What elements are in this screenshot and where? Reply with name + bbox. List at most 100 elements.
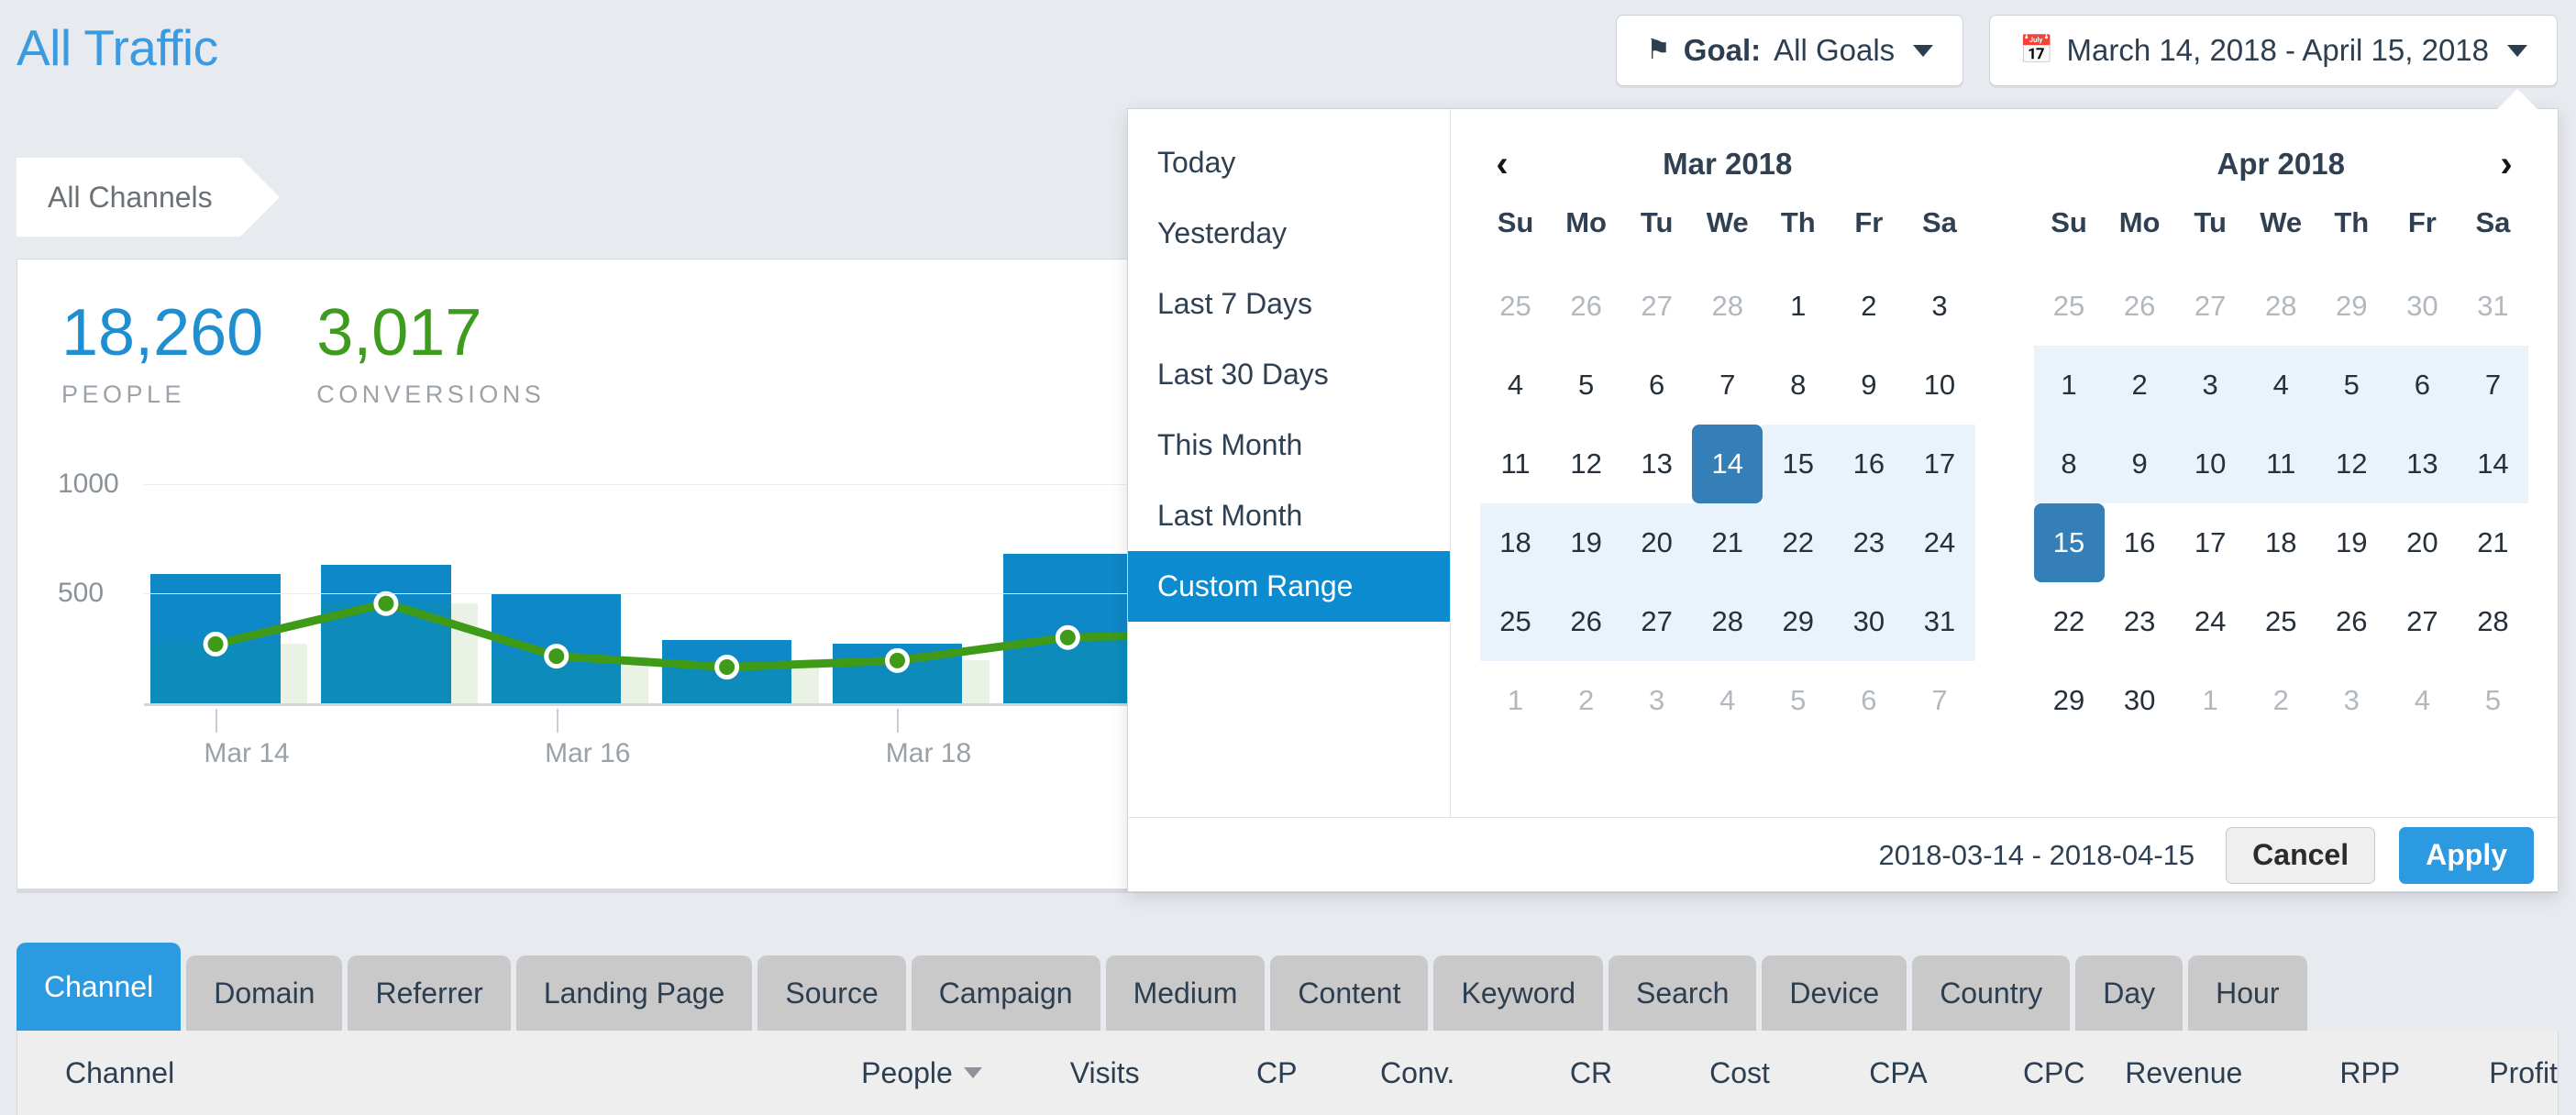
calendar-day-cell[interactable]: 15 (2033, 503, 2105, 582)
calendar-day-cell[interactable]: 3 (2174, 346, 2246, 425)
preset-range-this-month[interactable]: This Month (1157, 428, 1303, 461)
tab-search[interactable]: Search (1608, 955, 1757, 1031)
goal-filter-button[interactable]: ⚑ Goal: All Goals (1615, 15, 1964, 86)
calendar-day-cell[interactable]: 25 (2264, 605, 2297, 637)
calendar-day-cell[interactable]: 28 (2264, 290, 2297, 322)
calendar-day-cell[interactable]: 26 (1570, 290, 1602, 322)
calendar-day-cell[interactable]: 25 (1499, 290, 1531, 322)
tab-device[interactable]: Device (1762, 955, 1907, 1031)
calendar-day-cell[interactable]: 1 (1790, 290, 1807, 322)
calendar-day-cell[interactable]: 31 (2477, 290, 2509, 322)
chart-data-point[interactable] (884, 647, 910, 673)
calendar-day-cell[interactable]: 10 (1923, 369, 1956, 401)
tab-country[interactable]: Country (1912, 955, 2071, 1031)
calendar-day-cell[interactable]: 8 (1790, 369, 1807, 401)
calendar-day-cell[interactable]: 26 (1551, 582, 1622, 661)
calendar-day-cell[interactable]: 30 (2123, 684, 2156, 716)
calendar-day-cell[interactable]: 14 (1692, 425, 1763, 503)
calendar-day-cell[interactable]: 16 (2123, 526, 2156, 558)
calendar-day-cell[interactable]: 29 (1763, 582, 1834, 661)
chart-data-point[interactable] (203, 631, 228, 657)
calendar-day-cell[interactable]: 18 (2264, 526, 2297, 558)
calendar-day-cell[interactable]: 29 (2052, 684, 2085, 716)
tab-campaign[interactable]: Campaign (911, 955, 1100, 1031)
breadcrumb[interactable]: All Channels (17, 158, 280, 237)
calendar-day-cell[interactable]: 1 (1507, 684, 1524, 716)
calendar-day-cell[interactable]: 19 (2336, 526, 2368, 558)
calendar-day-cell[interactable]: 22 (2052, 605, 2085, 637)
calendar-day-cell[interactable]: 21 (2477, 526, 2509, 558)
chart-bar-slot[interactable] (144, 451, 315, 703)
chart-data-point[interactable] (544, 644, 569, 669)
calendar-day-cell[interactable]: 5 (2316, 346, 2387, 425)
column-header-profit[interactable]: Profit (2400, 1056, 2558, 1090)
tab-hour[interactable]: Hour (2188, 955, 2307, 1031)
calendar-day-cell[interactable]: 23 (1833, 503, 1905, 582)
calendar-day-cell[interactable]: 17 (2194, 526, 2227, 558)
cancel-button[interactable]: Cancel (2226, 826, 2376, 884)
calendar-day-cell[interactable]: 23 (2123, 605, 2156, 637)
calendar-day-cell[interactable]: 2 (2272, 684, 2289, 716)
preset-range-last-month[interactable]: Last Month (1157, 499, 1303, 532)
apply-button[interactable]: Apply (2399, 826, 2534, 884)
calendar-day-cell[interactable]: 7 (1931, 684, 1948, 716)
calendar-day-cell[interactable]: 12 (1570, 447, 1602, 480)
calendar-day-cell[interactable]: 28 (1711, 290, 1743, 322)
calendar-day-cell[interactable]: 20 (1621, 503, 1693, 582)
calendar-day-cell[interactable]: 24 (1904, 503, 1975, 582)
calendar-day-cell[interactable]: 11 (2245, 425, 2316, 503)
preset-range-last-30-days[interactable]: Last 30 Days (1157, 358, 1329, 391)
column-header-cp[interactable]: CP (1140, 1056, 1297, 1090)
calendar-day-cell[interactable]: 21 (1692, 503, 1763, 582)
calendar-day-cell[interactable]: 12 (2316, 425, 2387, 503)
calendar-day-cell[interactable]: 3 (1931, 290, 1948, 322)
preset-range-today[interactable]: Today (1157, 146, 1236, 179)
column-header-visits[interactable]: Visits (982, 1056, 1140, 1090)
chart-data-point[interactable] (1055, 624, 1080, 650)
calendar-day-cell[interactable]: 26 (2123, 290, 2156, 322)
calendar-day-cell[interactable]: 4 (1507, 369, 1524, 401)
calendar-day-cell[interactable]: 27 (2194, 290, 2227, 322)
calendar-day-cell[interactable]: 6 (1649, 369, 1665, 401)
calendar-day-cell[interactable]: 6 (2386, 346, 2458, 425)
calendar-day-cell[interactable]: 20 (2406, 526, 2438, 558)
calendar-day-cell[interactable]: 9 (2104, 425, 2175, 503)
calendar-day-cell[interactable]: 28 (2477, 605, 2509, 637)
calendar-day-cell[interactable]: 28 (1692, 582, 1763, 661)
calendar-day-cell[interactable]: 4 (2414, 684, 2430, 716)
calendar-day-cell[interactable]: 30 (1833, 582, 1905, 661)
calendar-day-cell[interactable]: 7 (2457, 346, 2528, 425)
column-header-people[interactable]: People (824, 1056, 982, 1090)
column-header-cpa[interactable]: CPA (1770, 1056, 1927, 1090)
tab-source[interactable]: Source (757, 955, 906, 1031)
tab-day[interactable]: Day (2075, 955, 2184, 1031)
column-header-cpc[interactable]: CPC (1928, 1056, 2085, 1090)
calendar-day-cell[interactable]: 15 (1763, 425, 1834, 503)
calendar-day-cell[interactable]: 2 (2104, 346, 2175, 425)
column-header-revenue[interactable]: Revenue (2085, 1056, 2242, 1090)
calendar-day-cell[interactable]: 26 (2336, 605, 2368, 637)
tab-channel[interactable]: Channel (17, 943, 182, 1031)
calendar-day-cell[interactable]: 1 (2202, 684, 2218, 716)
calendar-day-cell[interactable]: 4 (2245, 346, 2316, 425)
preset-range-custom-range[interactable]: Custom Range (1128, 551, 1450, 622)
calendar-day-cell[interactable]: 18 (1480, 503, 1552, 582)
preset-range-last-7-days[interactable]: Last 7 Days (1157, 287, 1312, 320)
calendar-day-cell[interactable]: 2 (1861, 290, 1877, 322)
tab-medium[interactable]: Medium (1105, 955, 1266, 1031)
chevron-left-icon[interactable]: ‹ (1496, 143, 1509, 184)
tab-referrer[interactable]: Referrer (348, 955, 511, 1031)
calendar-day-cell[interactable]: 16 (1833, 425, 1905, 503)
calendar-day-cell[interactable]: 24 (2194, 605, 2227, 637)
chart-data-point[interactable] (714, 655, 740, 680)
calendar-day-cell[interactable]: 19 (1551, 503, 1622, 582)
calendar-day-cell[interactable]: 13 (1641, 447, 1673, 480)
calendar-day-cell[interactable]: 3 (2343, 684, 2360, 716)
calendar-day-cell[interactable]: 29 (2336, 290, 2368, 322)
calendar-day-cell[interactable]: 1 (2033, 346, 2105, 425)
calendar-day-cell[interactable]: 10 (2174, 425, 2246, 503)
calendar-day-cell[interactable]: 4 (1719, 684, 1736, 716)
calendar-day-cell[interactable]: 5 (1790, 684, 1807, 716)
calendar-day-cell[interactable]: 27 (1641, 290, 1673, 322)
chart-data-point[interactable] (373, 591, 399, 616)
